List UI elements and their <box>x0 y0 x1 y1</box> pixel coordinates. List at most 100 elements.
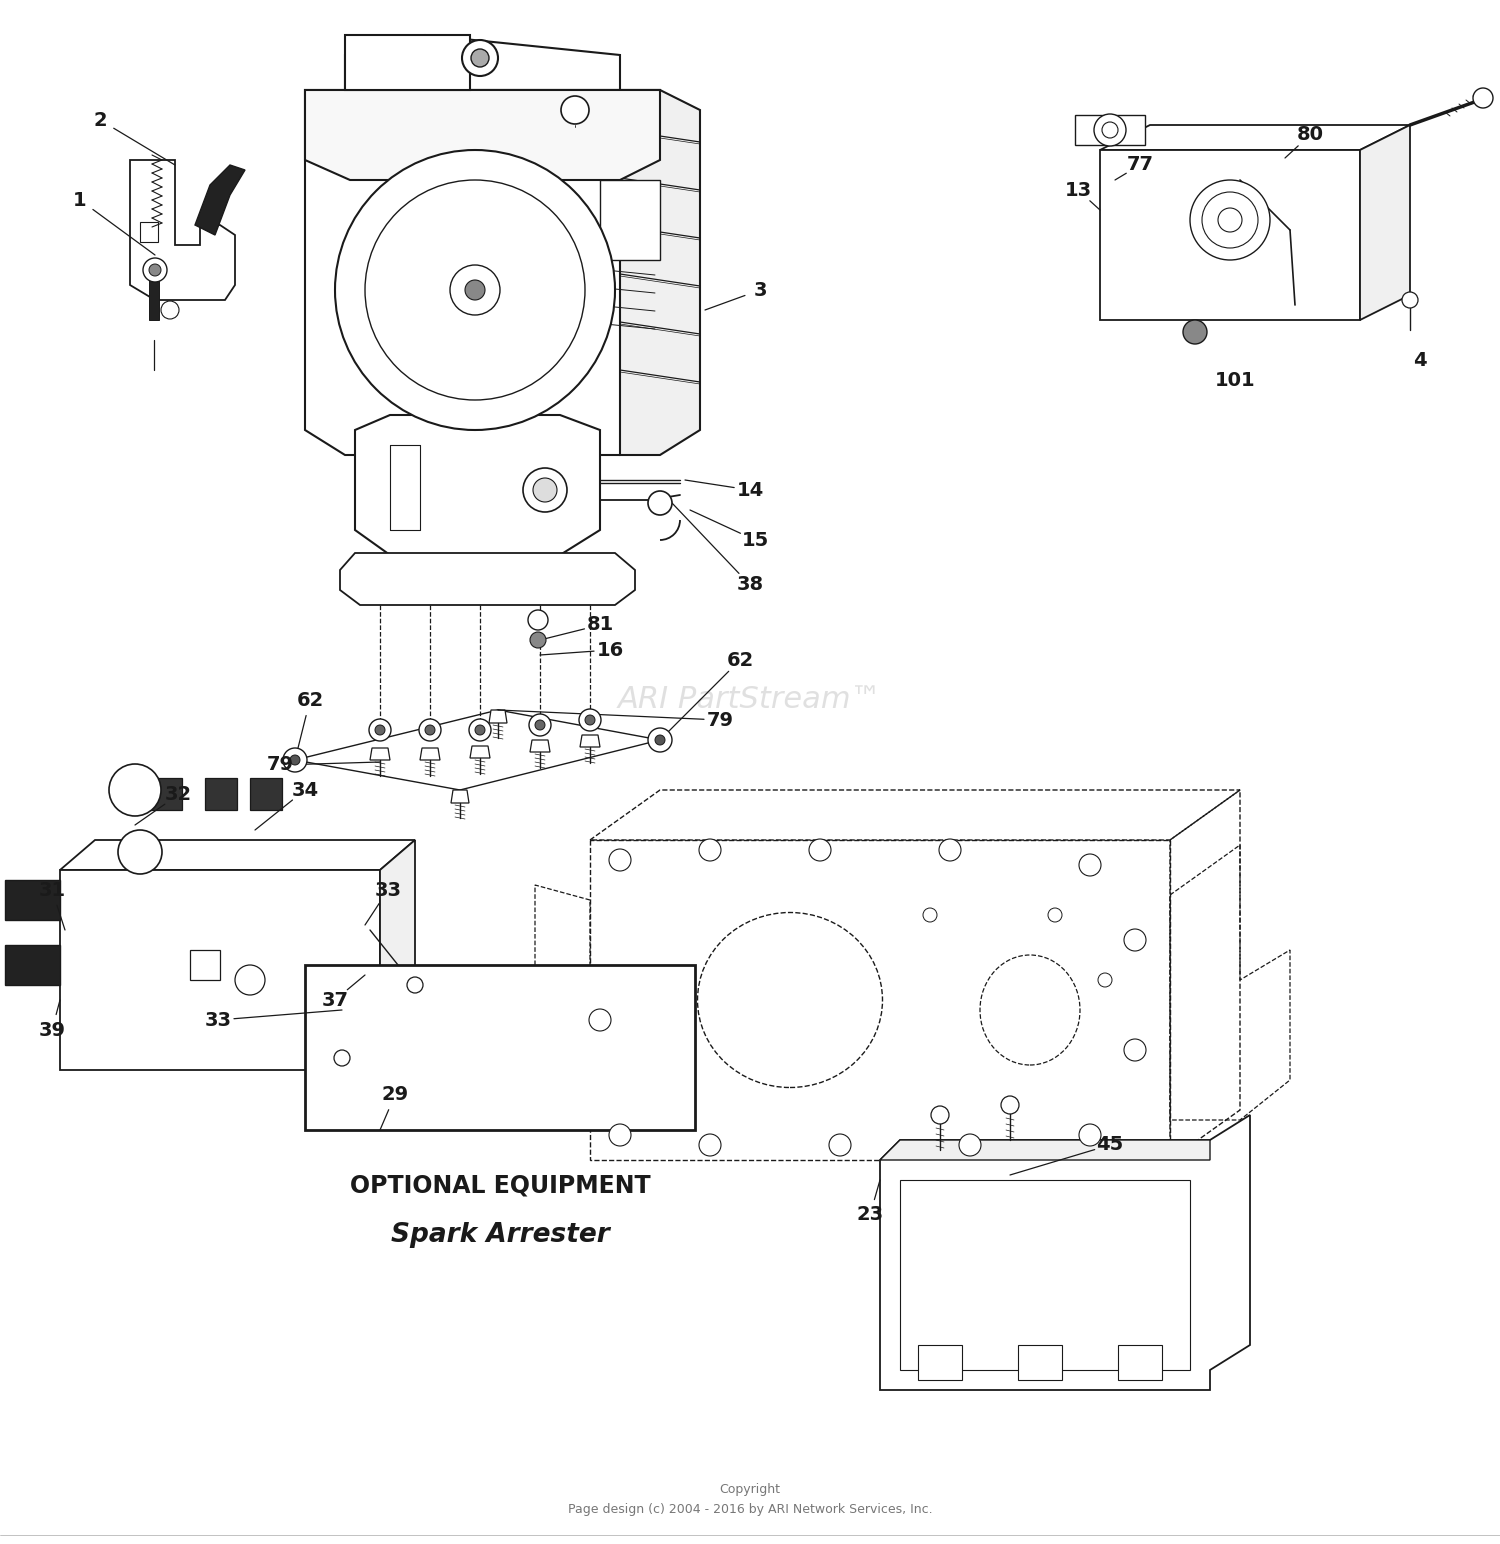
Circle shape <box>958 1133 981 1156</box>
Text: 33: 33 <box>375 880 402 900</box>
Text: 4: 4 <box>1413 350 1426 369</box>
Polygon shape <box>452 791 470 803</box>
Circle shape <box>424 726 435 735</box>
Text: 45: 45 <box>1096 1135 1124 1155</box>
Circle shape <box>406 977 423 993</box>
Text: 39: 39 <box>39 1021 66 1039</box>
Circle shape <box>110 764 160 815</box>
Circle shape <box>334 150 615 429</box>
Bar <box>148 275 159 320</box>
Circle shape <box>142 258 166 283</box>
Circle shape <box>939 838 962 862</box>
Text: 38: 38 <box>736 576 764 594</box>
Text: 3: 3 <box>753 281 766 300</box>
Circle shape <box>1473 88 1492 108</box>
Text: Copyright: Copyright <box>720 1484 780 1496</box>
Bar <box>600 181 660 259</box>
Text: 15: 15 <box>741 531 768 550</box>
Polygon shape <box>315 1014 356 1065</box>
Bar <box>304 965 694 1130</box>
Bar <box>190 950 220 980</box>
Polygon shape <box>356 415 600 554</box>
Polygon shape <box>530 740 550 752</box>
Circle shape <box>609 1124 631 1146</box>
Polygon shape <box>304 90 660 455</box>
Circle shape <box>465 279 484 300</box>
Polygon shape <box>60 840 416 869</box>
Circle shape <box>536 720 544 730</box>
Circle shape <box>699 1133 721 1156</box>
Polygon shape <box>304 90 660 181</box>
Text: 101: 101 <box>1215 371 1255 389</box>
Polygon shape <box>470 746 490 758</box>
Text: 62: 62 <box>297 690 324 710</box>
Circle shape <box>585 715 596 726</box>
Circle shape <box>699 838 721 862</box>
Text: 79: 79 <box>706 710 734 729</box>
Circle shape <box>290 755 300 764</box>
Bar <box>918 1345 962 1380</box>
Circle shape <box>1184 320 1208 344</box>
Circle shape <box>561 96 590 124</box>
Circle shape <box>579 709 602 730</box>
Text: ARI PartStream™: ARI PartStream™ <box>618 686 882 715</box>
Polygon shape <box>489 710 507 723</box>
Text: 31: 31 <box>39 880 66 900</box>
Circle shape <box>1190 181 1270 259</box>
Circle shape <box>334 1050 350 1065</box>
Circle shape <box>1402 292 1417 307</box>
Text: 33: 33 <box>204 1010 231 1030</box>
Circle shape <box>419 720 441 741</box>
Bar <box>1019 1345 1062 1380</box>
Polygon shape <box>130 161 236 300</box>
Text: 23: 23 <box>856 1206 883 1224</box>
Polygon shape <box>420 747 440 760</box>
Polygon shape <box>1100 125 1410 150</box>
Polygon shape <box>60 869 380 1070</box>
Text: 16: 16 <box>597 641 624 659</box>
Circle shape <box>590 1008 610 1031</box>
Circle shape <box>375 726 386 735</box>
Bar <box>150 778 182 811</box>
Circle shape <box>532 479 556 502</box>
Text: OPTIONAL EQUIPMENT: OPTIONAL EQUIPMENT <box>350 1173 651 1197</box>
Text: 13: 13 <box>1065 181 1092 199</box>
Polygon shape <box>1360 125 1410 320</box>
Text: 29: 29 <box>381 1085 408 1104</box>
Polygon shape <box>345 36 470 90</box>
Circle shape <box>450 266 500 315</box>
Circle shape <box>830 1133 850 1156</box>
Text: 81: 81 <box>586 616 613 635</box>
Circle shape <box>1218 208 1242 232</box>
Circle shape <box>528 610 548 630</box>
Circle shape <box>932 1106 950 1124</box>
Text: 80: 80 <box>1296 125 1323 145</box>
Text: 14: 14 <box>736 480 764 500</box>
Text: 1: 1 <box>74 190 87 210</box>
Bar <box>4 880 60 920</box>
Circle shape <box>462 40 498 76</box>
Polygon shape <box>195 165 244 235</box>
Circle shape <box>284 747 308 772</box>
Circle shape <box>656 735 664 746</box>
Bar <box>1118 1345 1162 1380</box>
Circle shape <box>470 720 490 741</box>
Polygon shape <box>620 90 701 455</box>
Text: 34: 34 <box>291 781 318 800</box>
Circle shape <box>476 726 484 735</box>
Circle shape <box>236 965 266 994</box>
Polygon shape <box>1100 150 1360 320</box>
Circle shape <box>1124 1039 1146 1061</box>
Circle shape <box>471 49 489 66</box>
Circle shape <box>1094 114 1126 147</box>
Circle shape <box>369 720 392 741</box>
Circle shape <box>118 831 162 874</box>
Text: 37: 37 <box>321 991 348 1010</box>
Bar <box>251 778 282 811</box>
Circle shape <box>648 729 672 752</box>
Polygon shape <box>380 840 416 1070</box>
Polygon shape <box>340 553 634 605</box>
Bar <box>4 945 60 985</box>
Circle shape <box>148 264 160 276</box>
Polygon shape <box>345 36 620 90</box>
